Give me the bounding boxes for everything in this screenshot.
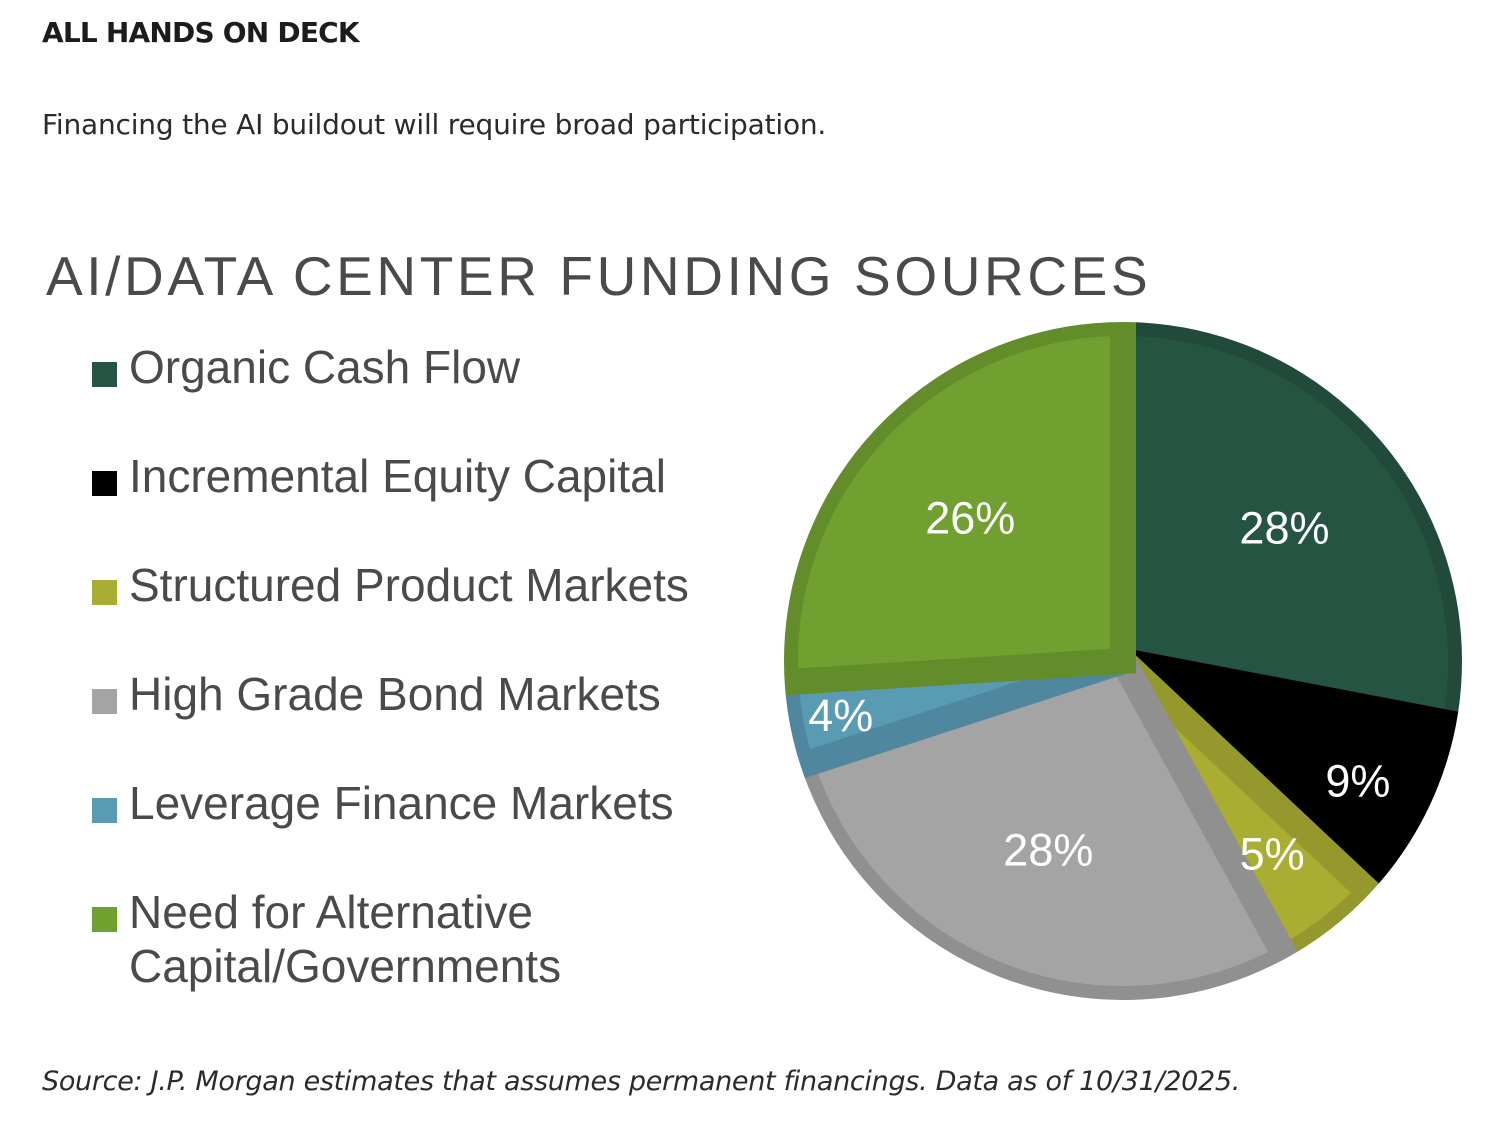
legend-label: Need for Alternative Capital/Governments <box>129 886 562 992</box>
legend-item: Need for Alternative Capital/Governments <box>92 885 599 993</box>
legend-label: Structured Product Markets <box>129 559 689 611</box>
legend-label: High Grade Bond Markets <box>129 668 661 720</box>
legend-item: Leverage Finance Markets <box>92 776 769 830</box>
pie-slice <box>785 645 1304 1012</box>
slice-data-label: 5% <box>1240 828 1305 879</box>
pie-slice <box>772 309 1136 697</box>
source-note: Source: J.P. Morgan estimates that assum… <box>42 1066 1241 1097</box>
legend-label: Incremental Equity Capital <box>129 450 666 502</box>
legend-swatch <box>92 580 117 605</box>
chart-title: AI/DATA CENTER FUNDING SOURCES <box>46 245 1152 307</box>
pie-edge <box>758 296 1488 1026</box>
slice-data-label: 28% <box>1003 825 1093 876</box>
legend-label: Organic Cash Flow <box>129 341 521 393</box>
slice-data-label: 9% <box>1325 756 1390 807</box>
legend-item: Organic Cash Flow <box>92 340 769 394</box>
legend-swatch <box>92 689 117 714</box>
pie-slice <box>1110 309 1474 740</box>
slice-data-label: 28% <box>1239 502 1329 553</box>
legend-swatch <box>92 471 117 496</box>
legend-swatch <box>92 907 117 932</box>
legend-item: High Grade Bond Markets <box>92 667 769 721</box>
subtitle: Financing the AI buildout will require b… <box>42 108 827 141</box>
legend-swatch <box>92 362 117 387</box>
slice-data-label: 26% <box>925 493 1015 544</box>
legend-item: Structured Product Markets <box>92 558 769 612</box>
legend-label: Leverage Finance Markets <box>129 777 674 829</box>
legend-swatch <box>92 798 117 823</box>
eyebrow-heading: ALL HANDS ON DECK <box>42 16 360 49</box>
slice-data-label: 4% <box>808 690 873 741</box>
legend-item: Incremental Equity Capital <box>92 449 769 503</box>
